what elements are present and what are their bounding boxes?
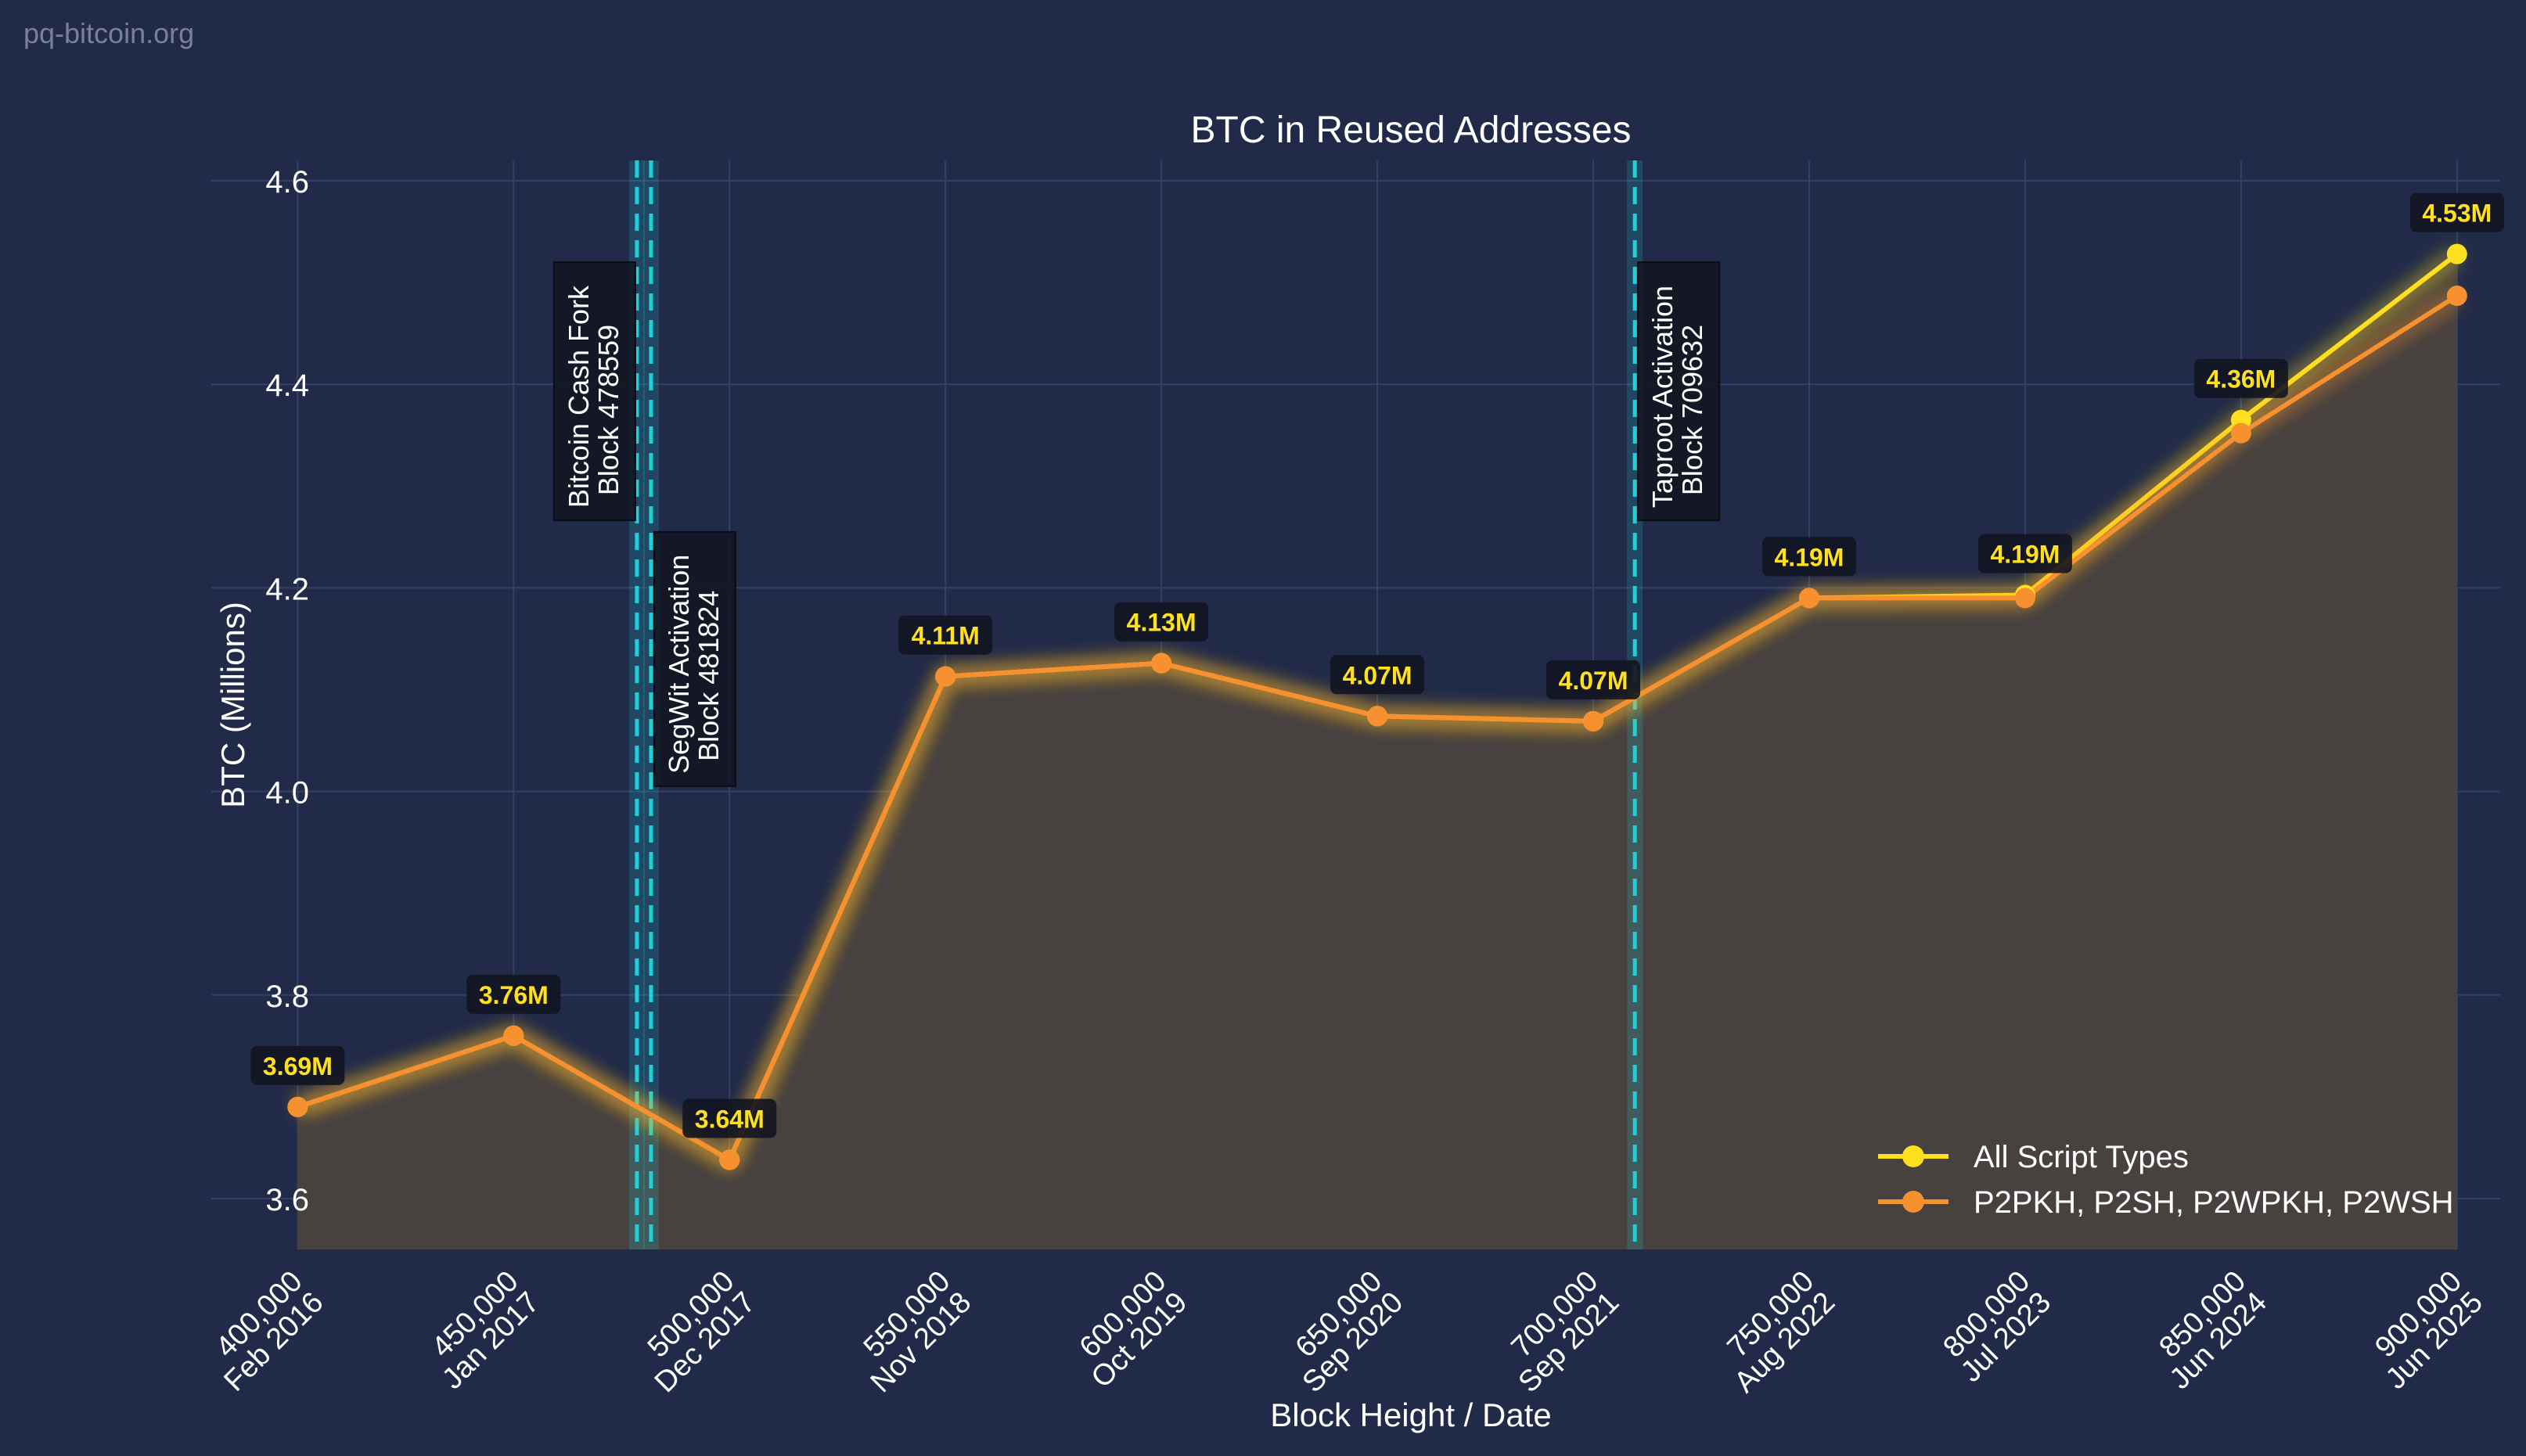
event-label-line2: Block 478559 (592, 325, 624, 495)
data-label: 4.11M (912, 622, 980, 650)
legend-swatch-marker (1902, 1145, 1924, 1167)
data-label: 4.07M (1343, 661, 1412, 689)
area-under-curve (297, 253, 2457, 1249)
event-label-box (653, 530, 736, 787)
data-label: 3.69M (263, 1052, 333, 1080)
series-lines (287, 243, 2467, 1170)
data-label-box (1977, 534, 2072, 573)
y-tick-label: 4.6 (265, 165, 309, 200)
data-label-box (466, 974, 561, 1014)
data-label-box (1546, 660, 1641, 699)
data-point (1583, 710, 1604, 732)
chart-title: BTC in Reused Addresses (1191, 110, 1632, 151)
data-point (2446, 243, 2467, 264)
event-label-line2: Block 709632 (1676, 325, 1708, 495)
y-tick-label: 3.6 (265, 1183, 309, 1217)
data-label: 4.13M (1127, 609, 1196, 637)
data-point (1798, 588, 1819, 609)
data-label: 4.07M (1559, 667, 1628, 695)
data-label-box (682, 1098, 777, 1138)
data-point (287, 1096, 308, 1117)
event-label-line2: Block 481824 (693, 591, 725, 761)
data-label: 4.53M (2422, 200, 2492, 228)
data-point (935, 666, 956, 687)
data-point (2230, 422, 2251, 444)
data-label-box (898, 615, 993, 655)
data-point (1151, 653, 1172, 674)
data-point (1367, 706, 1388, 727)
y-axis-label: BTC (Millions) (214, 602, 251, 808)
event-label-line1: Bitcoin Cash Fork (563, 285, 595, 508)
data-label-box (2193, 358, 2288, 398)
data-label-box (250, 1045, 345, 1085)
legend-entry: P2PKH, P2SH, P2WPKH, P2WSH (1974, 1185, 2454, 1220)
data-label-box (2409, 192, 2504, 232)
data-label: 4.36M (2206, 365, 2276, 394)
event-label-box (552, 261, 636, 522)
data-point (2014, 588, 2035, 609)
data-labels: 3.69M 3.76M 3.64M 4.11M 4.13M 4.07M 4.07M 4.19M… (250, 192, 2504, 1138)
event-label-line1: Taproot Activation (1646, 286, 1679, 508)
data-label-box (1330, 655, 1425, 695)
data-point (503, 1025, 524, 1046)
y-tick-label: 4.0 (265, 776, 309, 811)
data-label: 4.19M (1775, 543, 1844, 571)
event-label-box (1637, 261, 1721, 522)
data-label: 4.19M (1990, 540, 2060, 568)
legend-entry: All Script Types (1974, 1140, 2189, 1174)
legend-swatch-marker (1902, 1191, 1924, 1213)
y-tick-label: 4.2 (265, 572, 309, 606)
event-label-line1: SegWit Activation (663, 555, 695, 774)
watermark: pq-bitcoin.org (23, 17, 195, 49)
data-label: 3.64M (695, 1105, 765, 1134)
data-point (2446, 286, 2467, 307)
y-tick-label: 3.8 (265, 980, 309, 1014)
data-label-box (1114, 602, 1209, 642)
data-label: 3.76M (479, 981, 549, 1009)
data-label-box (1761, 537, 1856, 577)
area-fill (297, 253, 2457, 1249)
y-tick-label: 4.4 (265, 368, 309, 403)
legend: All Script Types P2PKH, P2SH, P2WPKH, P2W… (1878, 1140, 2454, 1220)
x-axis-label: Block Height / Date (1270, 1397, 1552, 1433)
data-point (719, 1149, 740, 1170)
